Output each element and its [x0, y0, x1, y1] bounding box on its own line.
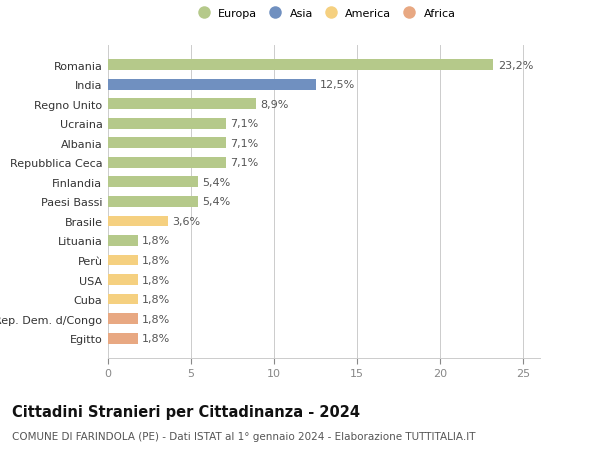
Text: 7,1%: 7,1%: [230, 139, 259, 148]
Bar: [108, 118, 226, 129]
Bar: [108, 79, 316, 90]
Text: 1,8%: 1,8%: [142, 295, 170, 304]
Bar: [108, 235, 138, 246]
Text: 5,4%: 5,4%: [202, 178, 230, 187]
Text: 7,1%: 7,1%: [230, 119, 259, 129]
Text: 1,8%: 1,8%: [142, 275, 170, 285]
Bar: [108, 274, 138, 285]
Text: 5,4%: 5,4%: [202, 197, 230, 207]
Text: 7,1%: 7,1%: [230, 158, 259, 168]
Text: Cittadini Stranieri per Cittadinanza - 2024: Cittadini Stranieri per Cittadinanza - 2…: [12, 404, 360, 419]
Text: 1,8%: 1,8%: [142, 314, 170, 324]
Bar: [108, 313, 138, 325]
Text: 1,8%: 1,8%: [142, 256, 170, 265]
Text: COMUNE DI FARINDOLA (PE) - Dati ISTAT al 1° gennaio 2024 - Elaborazione TUTTITAL: COMUNE DI FARINDOLA (PE) - Dati ISTAT al…: [12, 431, 476, 442]
Bar: [108, 216, 168, 227]
Bar: [108, 157, 226, 168]
Bar: [108, 177, 198, 188]
Text: 12,5%: 12,5%: [320, 80, 355, 90]
Bar: [108, 255, 138, 266]
Bar: [108, 99, 256, 110]
Bar: [108, 138, 226, 149]
Text: 8,9%: 8,9%: [260, 100, 289, 109]
Text: 3,6%: 3,6%: [172, 217, 200, 226]
Bar: [108, 196, 198, 207]
Bar: [108, 294, 138, 305]
Text: 23,2%: 23,2%: [497, 61, 533, 70]
Legend: Europa, Asia, America, Africa: Europa, Asia, America, Africa: [188, 5, 460, 23]
Text: 1,8%: 1,8%: [142, 334, 170, 343]
Bar: [108, 333, 138, 344]
Bar: [108, 60, 493, 71]
Text: 1,8%: 1,8%: [142, 236, 170, 246]
